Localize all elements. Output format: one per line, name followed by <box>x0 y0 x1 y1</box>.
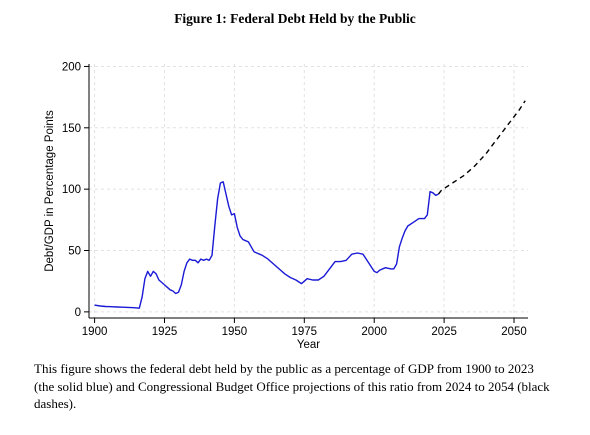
y-tick-label: 150 <box>62 123 81 135</box>
y-tick-label: 0 <box>75 307 81 319</box>
x-tick-label: 2000 <box>361 326 387 338</box>
y-tick-label: 200 <box>62 61 81 73</box>
debt-chart: 0 50 100 150 200 1900 1925 1950 1975 2000 2025 2050… <box>44 61 528 351</box>
x-tick-label: 1900 <box>82 326 108 338</box>
chart-container: 0 50 100 150 200 1900 1925 1950 1975 2000 2025 2050… <box>44 61 528 351</box>
y-tick-label: 50 <box>68 246 81 258</box>
x-tick-label: 1950 <box>222 326 248 338</box>
y-axis-title: Debt/GDP in Percentage Points <box>44 110 56 272</box>
x-tick-label: 2050 <box>501 326 527 338</box>
figure-title: Figure 1: Federal Debt Held by the Publi… <box>174 11 416 26</box>
historical-series-line <box>94 181 439 309</box>
x-axis-title: Year <box>297 339 320 351</box>
x-tick-label: 2025 <box>431 326 457 338</box>
y-tick-label: 100 <box>62 184 81 196</box>
x-tick-label: 1925 <box>152 326 178 338</box>
figure-caption: This figure shows the federal debt held … <box>34 361 550 411</box>
projection-series-line <box>437 100 526 195</box>
x-tick-label: 1975 <box>292 326 318 338</box>
